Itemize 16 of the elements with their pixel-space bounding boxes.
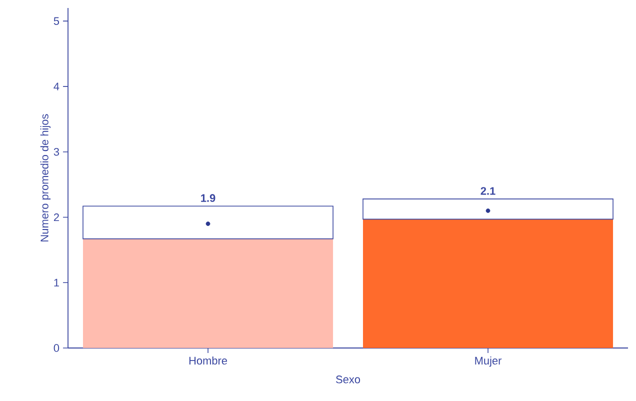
x-tick-label: Hombre bbox=[189, 356, 228, 365]
data-label: 1.9 bbox=[201, 194, 216, 202]
y-axis-title: Numero promedio de hijos bbox=[40, 114, 51, 242]
bar bbox=[82, 206, 334, 240]
x-tick-label: Mujer bbox=[475, 356, 502, 367]
y-tick-label: 0 bbox=[54, 344, 60, 352]
bar bbox=[362, 219, 614, 348]
y-tick-label: 4 bbox=[54, 82, 60, 90]
bar bbox=[82, 238, 334, 348]
y-tick-label: 1 bbox=[54, 278, 59, 286]
y-tick-label: 2 bbox=[54, 213, 59, 222]
bar bbox=[362, 198, 614, 220]
x-axis-title: Sexo bbox=[336, 376, 360, 384]
y-tick-label: 5 bbox=[54, 17, 60, 25]
data-label: 2.1 bbox=[480, 187, 496, 195]
y-tick-label: 3 bbox=[54, 148, 60, 156]
